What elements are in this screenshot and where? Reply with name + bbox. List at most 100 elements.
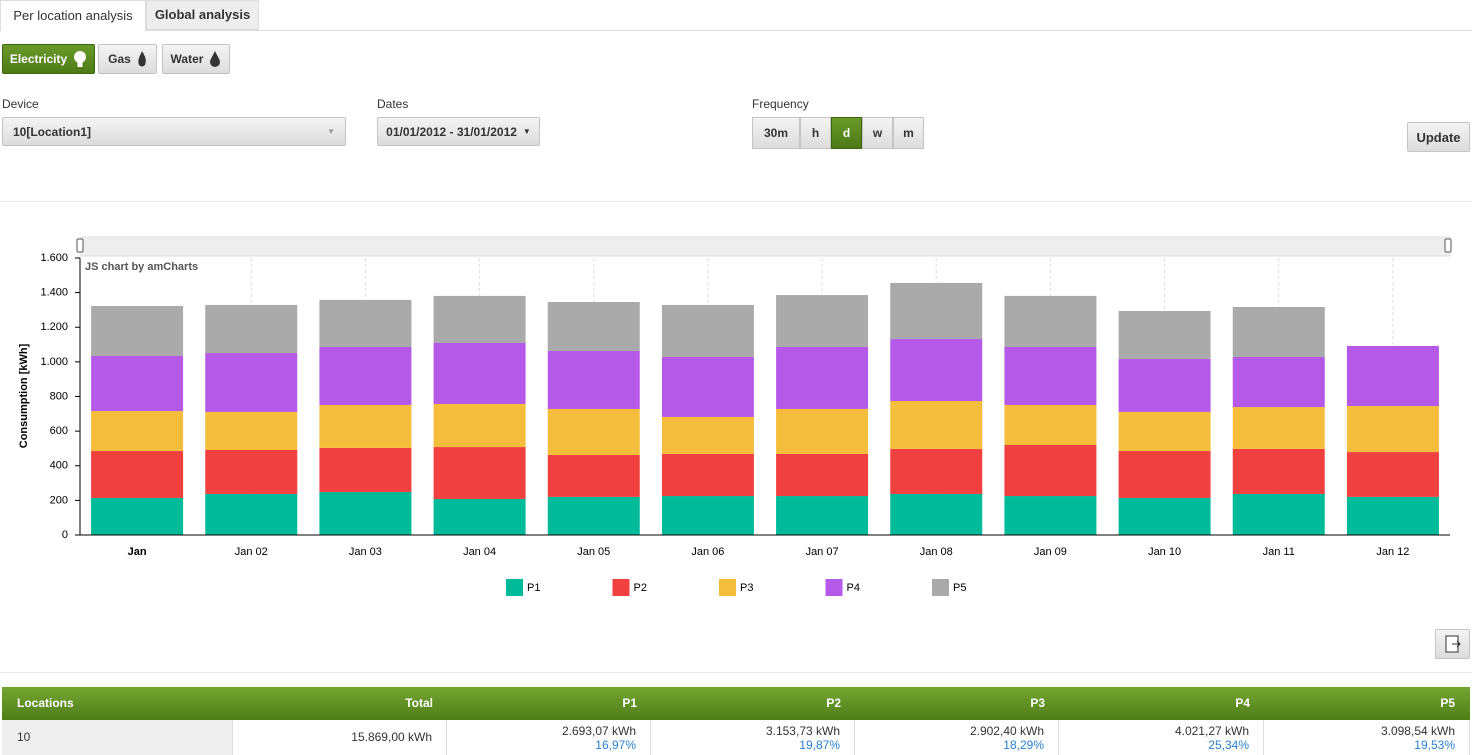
- bar-segment: [91, 497, 184, 535]
- value-cell: 2.902,40 kWh 18,29%: [855, 720, 1059, 755]
- bar-segment: [319, 492, 412, 535]
- bulb-icon: [74, 51, 87, 67]
- flame-icon: [138, 51, 146, 67]
- update-button[interactable]: Update: [1407, 122, 1470, 152]
- x-tick-label: Jan 03: [349, 546, 382, 558]
- frequency-group: 30m h d w m: [752, 117, 924, 149]
- frequency-button[interactable]: d: [831, 117, 862, 149]
- bar-segment: [1346, 452, 1439, 497]
- bar-segment: [1232, 448, 1325, 494]
- caret: ▼: [327, 127, 335, 136]
- bar-segment: [205, 304, 298, 354]
- bar-segment: [205, 449, 298, 494]
- frequency-button[interactable]: h: [800, 117, 831, 149]
- bar-segment: [1232, 357, 1325, 408]
- export-icon: [1445, 635, 1461, 653]
- bar-segment: [661, 496, 754, 535]
- scroll-handle[interactable]: [1444, 238, 1452, 253]
- legend-label: P2: [634, 582, 647, 594]
- column-header: Total: [405, 696, 433, 710]
- tab-bar: [0, 0, 1472, 31]
- legend-label: P3: [740, 582, 753, 594]
- dates-button[interactable]: 01/01/2012 - 31/01/2012 ▼: [377, 117, 540, 146]
- column-header: P4: [1235, 696, 1250, 710]
- y-tick-label: 1.200: [40, 321, 68, 333]
- legend-swatch: [825, 579, 843, 596]
- column-header: P5: [1440, 696, 1455, 710]
- bar-segment: [547, 350, 640, 409]
- electricity-button[interactable]: Electricity: [2, 44, 95, 74]
- column-header: P3: [1030, 696, 1045, 710]
- bar-segment: [547, 408, 640, 456]
- tab[interactable]: Per location analysis: [0, 0, 146, 31]
- y-tick-label: 1.600: [40, 252, 68, 264]
- value-cell: 4.021,27 kWh 25,34%: [1059, 720, 1264, 755]
- y-tick-label: 1.400: [40, 287, 68, 299]
- bar-segment: [205, 493, 298, 535]
- device-select[interactable]: 10[Location1] ▼: [2, 117, 346, 146]
- bar-segment: [433, 295, 526, 344]
- bar-segment: [1004, 295, 1097, 347]
- label: Water: [170, 52, 204, 66]
- x-tick-label: Jan 02: [235, 546, 268, 558]
- water-button[interactable]: Water: [162, 44, 230, 74]
- bar-segment: [890, 339, 983, 402]
- x-tick-label: Jan 07: [806, 546, 839, 558]
- bar-segment: [661, 416, 754, 454]
- y-tick-label: 200: [50, 494, 68, 506]
- frequency-button[interactable]: 30m: [752, 117, 800, 149]
- legend-label: P5: [953, 582, 966, 594]
- x-tick-label: Jan 08: [920, 546, 953, 558]
- bar-segment: [890, 493, 983, 535]
- x-tick-label: Jan 12: [1376, 546, 1409, 558]
- bar-segment: [1118, 411, 1211, 452]
- bar-segment: [433, 498, 526, 535]
- bar-segment: [547, 455, 640, 497]
- bar-segment: [319, 299, 412, 347]
- bar-segment: [1004, 346, 1097, 405]
- bar-segment: [776, 346, 869, 409]
- bar-segment: [1232, 493, 1325, 535]
- tab[interactable]: Global analysis: [146, 0, 259, 30]
- export-button[interactable]: [1435, 629, 1470, 659]
- value: 3.098,54 kWh: [1380, 724, 1455, 738]
- share: 19,87%: [799, 738, 840, 752]
- bar-segment: [890, 401, 983, 449]
- bar-segment: [205, 353, 298, 412]
- y-tick-label: 1.000: [40, 356, 68, 368]
- gas-button[interactable]: Gas: [98, 44, 157, 74]
- divider: [0, 201, 1472, 202]
- bar-segment: [319, 346, 412, 405]
- device-label: Device: [2, 97, 39, 111]
- legend-swatch: [612, 579, 630, 596]
- table-header: [2, 687, 1470, 720]
- bar-segment: [1118, 497, 1211, 535]
- bar-segment: [547, 301, 640, 351]
- x-tick-label: Jan: [128, 546, 147, 558]
- bar-segment: [776, 408, 869, 454]
- chart: JS chart by amCharts Consumption [kWh] 0…: [18, 236, 1452, 596]
- bar-segment: [91, 355, 184, 412]
- bar-segment: [1346, 406, 1439, 453]
- frequency-button[interactable]: w: [862, 117, 893, 149]
- bar-segment: [433, 343, 526, 404]
- caret: ▼: [522, 127, 531, 136]
- bar-segment: [91, 451, 184, 498]
- scroll-handle[interactable]: [76, 238, 84, 253]
- bar-segment: [776, 496, 869, 535]
- bar-segment: [1004, 404, 1097, 445]
- x-tick-label: Jan 10: [1148, 546, 1181, 558]
- divider: [0, 672, 1472, 673]
- value-cell: 3.153,73 kWh 19,87%: [651, 720, 855, 755]
- scrollbar: [79, 236, 1451, 257]
- bar-segment: [890, 448, 983, 494]
- share: 25,34%: [1208, 738, 1249, 752]
- value: 3.153,73 kWh: [765, 724, 840, 738]
- total-cell: 15.869,00 kWh: [233, 720, 447, 755]
- bar-segment: [1004, 496, 1097, 535]
- y-tick-label: 800: [50, 390, 68, 402]
- bar-segment: [1232, 306, 1325, 358]
- frequency-button[interactable]: m: [893, 117, 924, 149]
- legend-swatch: [932, 579, 949, 596]
